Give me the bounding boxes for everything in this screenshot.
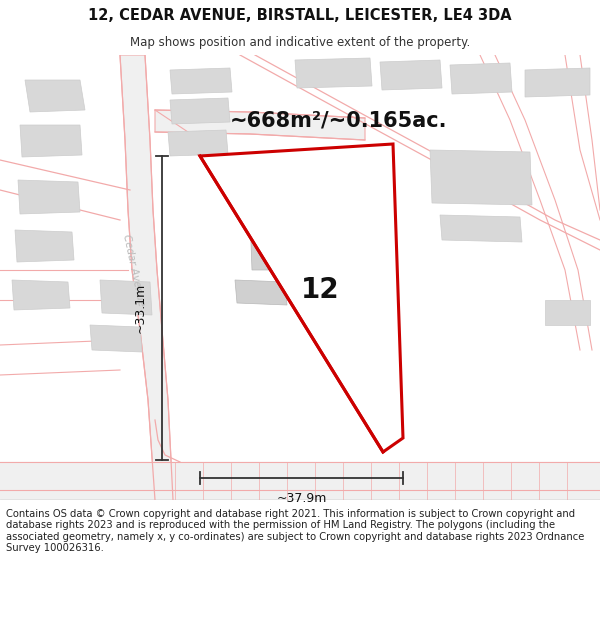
Polygon shape <box>380 60 442 90</box>
Polygon shape <box>12 280 70 310</box>
Polygon shape <box>18 180 80 214</box>
Text: ~668m²/~0.165ac.: ~668m²/~0.165ac. <box>230 110 448 130</box>
Polygon shape <box>295 58 372 88</box>
Polygon shape <box>170 68 232 94</box>
Polygon shape <box>25 80 85 112</box>
Polygon shape <box>100 280 152 315</box>
Polygon shape <box>235 280 287 305</box>
Polygon shape <box>450 63 512 94</box>
Text: Map shows position and indicative extent of the property.: Map shows position and indicative extent… <box>130 36 470 49</box>
Text: Cedar Avenue: Cedar Avenue <box>121 233 146 307</box>
Text: ~33.1m: ~33.1m <box>133 283 146 333</box>
Polygon shape <box>545 300 590 325</box>
Polygon shape <box>250 215 332 270</box>
Polygon shape <box>168 130 228 156</box>
Polygon shape <box>90 325 142 352</box>
Polygon shape <box>525 68 590 97</box>
Polygon shape <box>120 55 173 500</box>
Polygon shape <box>430 150 532 205</box>
Polygon shape <box>170 98 230 124</box>
Polygon shape <box>15 230 74 262</box>
Text: Contains OS data © Crown copyright and database right 2021. This information is : Contains OS data © Crown copyright and d… <box>6 509 584 553</box>
Polygon shape <box>440 215 522 242</box>
Text: ~37.9m: ~37.9m <box>277 492 326 505</box>
Polygon shape <box>200 144 403 452</box>
Text: 12, CEDAR AVENUE, BIRSTALL, LEICESTER, LE4 3DA: 12, CEDAR AVENUE, BIRSTALL, LEICESTER, L… <box>88 8 512 23</box>
Polygon shape <box>155 110 365 140</box>
Text: 12: 12 <box>301 276 340 304</box>
Polygon shape <box>20 125 82 157</box>
